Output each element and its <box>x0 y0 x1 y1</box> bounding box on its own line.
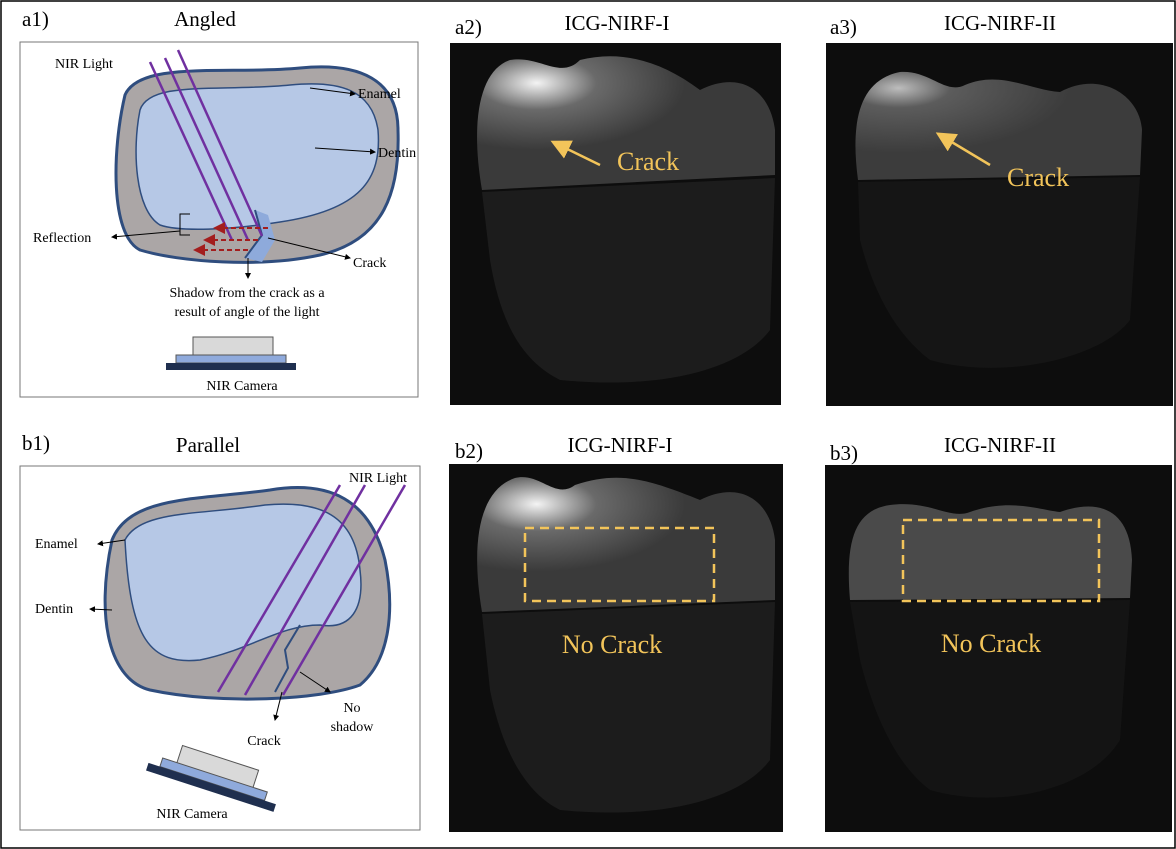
label-shadow: result of angle of the light <box>174 305 319 320</box>
label-light: NIR Light <box>349 471 407 486</box>
camera-base <box>166 363 296 370</box>
label-shadow: Shadow from the crack as a <box>169 286 325 301</box>
panel-title: Parallel <box>176 433 240 457</box>
label-dentin: Dentin <box>378 146 416 161</box>
label-reflection: Reflection <box>33 231 91 246</box>
label-crack: Crack <box>617 147 679 176</box>
label-crack: Crack <box>1007 163 1069 192</box>
tooth-root <box>482 178 775 383</box>
panel-a2: a2) ICG-NIRF-I Crack <box>450 11 781 405</box>
label-crack: Crack <box>353 256 386 271</box>
label-light: NIR Light <box>55 57 113 72</box>
panel-title: ICG-NIRF-II <box>944 11 1056 35</box>
tooth-crown <box>855 72 1142 180</box>
camera-lens <box>193 337 273 356</box>
panel-title: ICG-NIRF-I <box>565 11 670 35</box>
panel-a3: a3) ICG-NIRF-II Crack <box>826 11 1173 406</box>
panel-a1: a1) Angled NIR Light Enamel Dentin Refle… <box>20 7 418 397</box>
label-camera: NIR Camera <box>156 807 228 822</box>
tooth-crown <box>849 504 1132 600</box>
label-crack: No Crack <box>941 629 1041 658</box>
panel-title: ICG-NIRF-I <box>568 433 673 457</box>
label-crack: Crack <box>247 734 280 749</box>
label-shadow: shadow <box>331 720 375 735</box>
panel-tag: a1) <box>22 7 49 31</box>
label-enamel: Enamel <box>358 87 401 102</box>
panel-tag: b3) <box>830 441 858 465</box>
figure: a1) Angled NIR Light Enamel Dentin Refle… <box>0 0 1176 849</box>
label-dentin: Dentin <box>35 602 73 617</box>
panel-tag: a3) <box>830 15 857 39</box>
label-enamel: Enamel <box>35 537 78 552</box>
label-camera: NIR Camera <box>206 379 278 394</box>
panel-tag: a2) <box>455 15 482 39</box>
label-crack: No Crack <box>562 630 662 659</box>
panel-b3: b3) ICG-NIRF-II No Crack <box>825 433 1172 832</box>
panel-tag: b1) <box>22 431 50 455</box>
label-shadow: No <box>343 701 360 716</box>
camera-body <box>176 355 286 363</box>
panel-title: ICG-NIRF-II <box>944 433 1056 457</box>
tooth-crown <box>477 477 775 612</box>
panel-title: Angled <box>174 7 236 31</box>
panel-b1: b1) Parallel NIR Light Enamel Dentin Cra… <box>20 431 420 830</box>
panel-b2: b2) ICG-NIRF-I No Crack <box>449 433 783 832</box>
panel-tag: b2) <box>455 439 483 463</box>
